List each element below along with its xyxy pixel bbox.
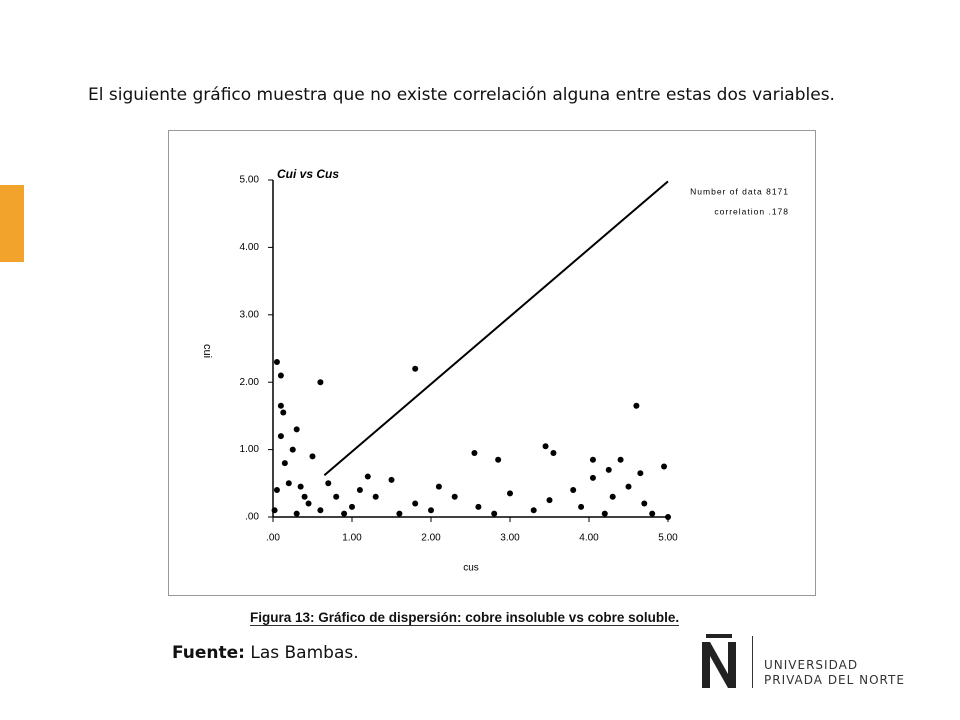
point <box>325 480 332 487</box>
point <box>273 358 280 365</box>
point <box>601 510 608 517</box>
logo-line1: Universidad <box>764 658 859 672</box>
source-value: Las Bambas. <box>250 643 359 663</box>
point <box>297 483 304 490</box>
x-tick-label: 4.00 <box>579 533 599 544</box>
point <box>271 507 278 514</box>
point <box>641 500 648 507</box>
chart: Cui vs Cus cus cui .00 1.00 2.00 3.00 4.00 5.… <box>168 130 816 596</box>
point <box>617 456 624 463</box>
point <box>289 446 296 453</box>
point <box>333 493 340 500</box>
y-axis-label: cui <box>201 344 213 358</box>
annotation: correlation .178 <box>714 206 789 216</box>
x-tick-label: 3.00 <box>500 533 520 544</box>
point <box>633 402 640 409</box>
y-tick-label: 1.00 <box>240 444 260 455</box>
point <box>578 503 585 510</box>
point <box>285 480 292 487</box>
point <box>349 503 355 510</box>
y-tick-label: 5.00 <box>240 175 260 186</box>
point <box>491 510 498 517</box>
point <box>372 493 379 500</box>
x-tick-label: 2.00 <box>421 533 441 544</box>
point <box>273 487 280 494</box>
x-tick-label: 1.00 <box>342 533 362 544</box>
chart-title: Cui vs Cus <box>277 167 339 181</box>
accent-bar <box>0 185 24 262</box>
point <box>364 473 371 480</box>
annotation: Number of data 8171 <box>690 186 789 196</box>
x-tick-label: .00 <box>266 533 280 544</box>
y-tick-label: 3.00 <box>240 309 260 320</box>
point <box>507 490 513 497</box>
point <box>625 483 632 490</box>
logo-divider <box>752 636 753 688</box>
point <box>570 487 577 494</box>
point <box>305 500 312 507</box>
point <box>589 456 596 463</box>
point <box>605 466 612 473</box>
point <box>471 449 478 456</box>
point <box>309 453 316 460</box>
point <box>277 433 284 440</box>
logo-mark <box>702 634 736 688</box>
point <box>589 474 596 481</box>
point <box>356 487 363 494</box>
x-axis-label: cus <box>463 563 479 574</box>
point <box>317 507 324 514</box>
y-tick-label: 2.00 <box>240 377 260 388</box>
point <box>451 493 458 500</box>
slide-text: El siguiente gráfico muestra que no exis… <box>88 85 835 105</box>
caption: Figura 13: Gráfico de dispersión: cobre … <box>250 610 680 626</box>
point <box>341 510 348 517</box>
point <box>301 493 308 500</box>
point <box>277 372 284 379</box>
x-tick-label: 5.00 <box>658 533 678 544</box>
source-label: Fuente: <box>172 643 245 663</box>
point <box>649 510 656 517</box>
logo-line2: Privada del Norte <box>764 673 905 687</box>
source: Fuente: Las Bambas. <box>172 643 359 663</box>
point <box>609 493 616 500</box>
point <box>280 409 287 416</box>
point <box>293 426 300 433</box>
point <box>428 507 434 514</box>
point <box>550 449 557 456</box>
point <box>293 510 300 517</box>
point <box>475 503 482 510</box>
point <box>665 514 671 520</box>
y-tick-label: 4.00 <box>240 242 260 253</box>
y-tick-label: .00 <box>245 512 259 523</box>
point <box>281 460 288 467</box>
point <box>495 456 502 463</box>
fit-line <box>323 180 669 476</box>
point <box>435 483 442 490</box>
point <box>412 500 419 507</box>
point <box>546 497 553 504</box>
point <box>412 365 419 372</box>
point <box>396 510 403 517</box>
point <box>317 379 324 386</box>
point <box>388 476 395 483</box>
point <box>661 463 668 470</box>
point <box>637 470 644 477</box>
point <box>277 402 284 409</box>
point <box>542 443 549 450</box>
point <box>530 507 537 514</box>
